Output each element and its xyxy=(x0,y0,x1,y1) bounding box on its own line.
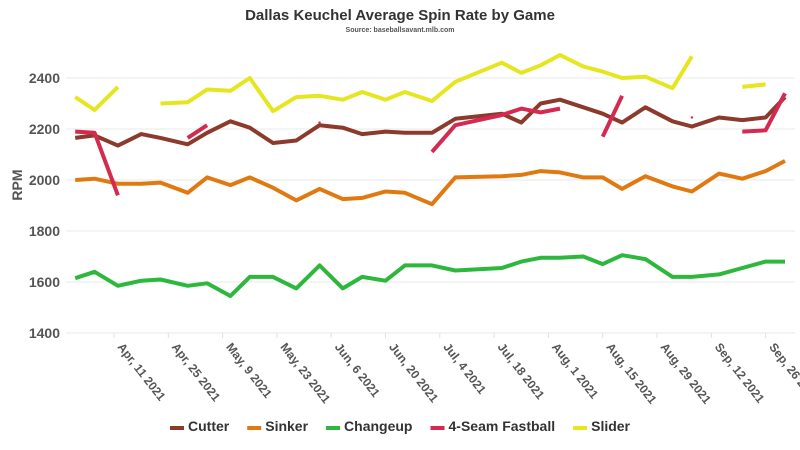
legend-label: 4-Seam Fastball xyxy=(448,418,555,434)
x-tick-label: Aug, 1 2021 xyxy=(549,340,601,401)
legend-swatch xyxy=(247,426,262,430)
series-lines xyxy=(74,53,787,298)
series-line xyxy=(742,92,787,134)
y-tick-label: 2000 xyxy=(29,172,60,188)
legend-label: Cutter xyxy=(188,418,230,434)
chart-subtitle: Source: baseballsavant.mlb.com xyxy=(346,27,455,34)
y-tick-label: 1800 xyxy=(29,223,60,239)
y-axis-ticks: 1400 1600 1800 2000 2200 2400 xyxy=(29,70,60,341)
x-tick-label: Apr, 25 2021 xyxy=(169,340,223,404)
legend-swatch xyxy=(573,426,588,430)
x-tick-label: Sep, 26 2021 xyxy=(766,340,800,406)
legend-item: Slider xyxy=(573,418,631,434)
x-tick-label: Jul, 18 2021 xyxy=(495,340,548,402)
y-axis-label: RPM xyxy=(9,169,25,200)
series-slider xyxy=(74,53,766,114)
x-tick-label: Apr, 11 2021 xyxy=(115,340,169,404)
x-tick-label: Aug, 29 2021 xyxy=(658,340,714,407)
series-4-seam-fastball xyxy=(75,92,787,196)
x-tick-label: Jul, 4 2021 xyxy=(440,340,489,397)
series-changeup xyxy=(74,253,785,298)
x-tick-label: May, 23 2021 xyxy=(278,340,334,406)
y-tick-label: 2400 xyxy=(29,70,60,86)
series-line xyxy=(74,253,785,298)
series-line xyxy=(74,95,787,148)
legend: Cutter Sinker Changeup 4-Seam Fastball Slide… xyxy=(169,418,631,434)
series-line xyxy=(742,82,766,89)
x-axis-ticks: Apr, 11 2021 Apr, 25 2021 May, 9 2021 May, … xyxy=(113,333,800,407)
series-line xyxy=(430,106,561,154)
y-tick-label: 1400 xyxy=(29,325,60,341)
y-tick-label: 2200 xyxy=(29,121,60,137)
x-tick-label: Aug, 15 2021 xyxy=(603,340,659,407)
data-point xyxy=(318,121,321,124)
gridlines xyxy=(66,77,795,334)
legend-label: Slider xyxy=(591,418,630,434)
series-line xyxy=(600,94,624,138)
legend-label: Sinker xyxy=(265,418,308,434)
x-tick-label: Jun, 20 2021 xyxy=(386,340,441,405)
legend-swatch xyxy=(169,426,184,430)
x-tick-label: Jun, 6 2021 xyxy=(332,340,383,400)
series-cutter xyxy=(74,95,787,148)
series-line xyxy=(74,85,120,112)
series-line xyxy=(186,123,209,140)
y-tick-label: 1600 xyxy=(29,274,60,290)
legend-swatch xyxy=(326,426,341,430)
legend-item: 4-Seam Fastball xyxy=(430,418,555,434)
series-sinker xyxy=(75,159,786,207)
series-line xyxy=(75,159,786,207)
legend-item: Changeup xyxy=(326,418,412,434)
legend-swatch xyxy=(430,426,445,430)
chart-title: Dallas Keuchel Average Spin Rate by Game xyxy=(245,7,555,24)
x-tick-label: May, 9 2021 xyxy=(223,340,275,401)
x-tick-label: Sep, 12 2021 xyxy=(712,340,768,406)
data-point xyxy=(690,116,694,119)
legend-item: Sinker xyxy=(247,418,309,434)
legend-item: Cutter xyxy=(169,418,230,434)
series-line xyxy=(75,129,120,196)
series-line xyxy=(160,53,694,114)
legend-label: Changeup xyxy=(344,418,412,434)
